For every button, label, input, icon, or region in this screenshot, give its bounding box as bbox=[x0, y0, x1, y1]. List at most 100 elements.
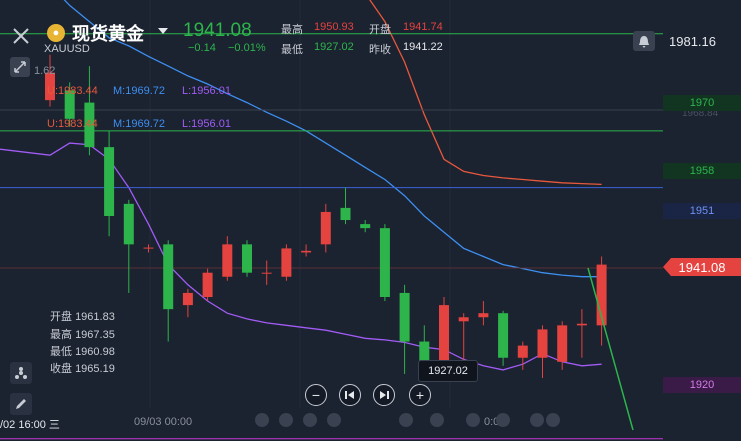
price-change: −0.14 bbox=[188, 42, 216, 54]
candle-body-1 bbox=[64, 90, 75, 119]
candle-10 bbox=[242, 240, 252, 277]
candle-body-18 bbox=[399, 292, 410, 342]
draw-tool-button[interactable] bbox=[10, 393, 32, 415]
level-tag-1951[interactable]: 1951 bbox=[663, 203, 741, 219]
open-value: 1941.74 bbox=[403, 21, 443, 33]
upper-band-line bbox=[369, 0, 602, 186]
candle-5 bbox=[143, 244, 154, 253]
candle-4 bbox=[123, 199, 134, 293]
period-dot-7[interactable] bbox=[496, 413, 510, 427]
alert-price: 1981.16 bbox=[669, 34, 716, 49]
scroll-left-button[interactable] bbox=[339, 384, 361, 406]
candle-body-2 bbox=[84, 102, 95, 148]
upper-band-label: U:1983.44 bbox=[47, 85, 98, 97]
period-dot-2[interactable] bbox=[303, 413, 317, 427]
min-price-tooltip: 1927.02 bbox=[418, 360, 478, 382]
axis-top-tick: 1.62 bbox=[34, 65, 56, 77]
middle-band-label: M:1969.72 bbox=[113, 85, 165, 97]
level-tag-1970[interactable]: 1970 bbox=[663, 95, 741, 111]
level-tag-1958[interactable]: 1958 bbox=[663, 163, 741, 179]
price-alert-button[interactable] bbox=[633, 31, 655, 51]
grid bbox=[149, 0, 451, 408]
candle-7 bbox=[182, 288, 193, 318]
candle-16 bbox=[360, 220, 371, 233]
candle-17 bbox=[379, 224, 390, 302]
period-dot-3[interactable] bbox=[327, 413, 341, 427]
candle-body-7 bbox=[182, 292, 193, 306]
candle-body-28 bbox=[596, 264, 607, 326]
expand-icon bbox=[14, 61, 26, 73]
skip-forward-icon bbox=[380, 391, 389, 399]
candle-body-23 bbox=[498, 313, 509, 358]
candle-body-20 bbox=[439, 305, 449, 362]
bollinger-bands bbox=[0, 0, 602, 371]
ghost-axis-value: 1968.84 bbox=[682, 108, 719, 119]
low-label: 最低 bbox=[281, 44, 303, 56]
candles bbox=[45, 54, 607, 383]
period-dot-0[interactable] bbox=[255, 413, 269, 427]
candle-body-21 bbox=[458, 317, 469, 322]
period-dot-6[interactable] bbox=[466, 413, 480, 427]
candle-body-6 bbox=[163, 244, 174, 310]
dots-tool-icon bbox=[15, 367, 27, 379]
period-dot-4[interactable] bbox=[399, 413, 413, 427]
candle-26 bbox=[557, 321, 568, 370]
symbol-name[interactable]: 现货黄金 bbox=[72, 24, 144, 44]
skip-back-icon bbox=[345, 391, 354, 399]
candle-15 bbox=[340, 187, 351, 225]
candle-body-11 bbox=[261, 272, 272, 274]
candle-18 bbox=[399, 284, 410, 374]
high-label: 最高 bbox=[281, 24, 303, 36]
candle-body-4 bbox=[123, 203, 134, 245]
candle-8 bbox=[202, 268, 213, 302]
candle-body-25 bbox=[537, 329, 548, 358]
candle-3 bbox=[104, 130, 115, 237]
candle-body-15 bbox=[340, 207, 351, 221]
info-high: 最高 1967.35 bbox=[50, 329, 115, 341]
price-levels bbox=[0, 33, 663, 440]
close-button[interactable] bbox=[9, 24, 33, 48]
candle-24 bbox=[517, 341, 528, 370]
bell-icon bbox=[639, 35, 649, 48]
gold-coin-icon: ● bbox=[47, 24, 65, 42]
indicator-tool-button[interactable] bbox=[10, 362, 32, 384]
zoom-in-button[interactable]: + bbox=[409, 384, 431, 406]
middle-band-line bbox=[63, 0, 602, 278]
time-label-left: /02 16:00 三 bbox=[0, 419, 60, 431]
candle-11 bbox=[261, 260, 272, 285]
period-dot-5[interactable] bbox=[430, 413, 444, 427]
open-label: 开盘 bbox=[369, 24, 391, 36]
high-value: 1950.93 bbox=[314, 21, 354, 33]
info-close: 收盘 1965.19 bbox=[50, 363, 115, 375]
candle-body-22 bbox=[478, 313, 489, 318]
candle-27 bbox=[576, 309, 587, 358]
lower-band-line bbox=[0, 142, 602, 371]
prev-close-label: 昨收 bbox=[369, 44, 391, 56]
candle-body-27 bbox=[576, 323, 587, 326]
level-tag-1920[interactable]: 1920 bbox=[663, 377, 741, 393]
fullscreen-button[interactable] bbox=[10, 57, 30, 77]
period-dot-1[interactable] bbox=[279, 413, 293, 427]
candle-body-0 bbox=[45, 72, 55, 101]
candle-22 bbox=[478, 301, 489, 326]
symbol-dropdown-icon[interactable] bbox=[158, 28, 168, 34]
pencil-icon bbox=[16, 399, 26, 409]
zoom-out-button[interactable]: − bbox=[305, 384, 327, 406]
info-low: 最低 1960.98 bbox=[50, 346, 115, 358]
candle-9 bbox=[222, 236, 233, 281]
scroll-right-button[interactable] bbox=[373, 384, 395, 406]
candle-23 bbox=[498, 310, 509, 366]
candle-body-13 bbox=[301, 250, 312, 253]
prev-close-value: 1941.22 bbox=[403, 41, 443, 53]
low-value: 1927.02 bbox=[314, 41, 354, 53]
candle-body-16 bbox=[360, 224, 371, 229]
candle-20 bbox=[439, 296, 449, 366]
candle-25 bbox=[537, 325, 548, 378]
period-dot-8[interactable] bbox=[530, 413, 544, 427]
candle-body-9 bbox=[222, 244, 233, 277]
candle-body-10 bbox=[242, 244, 252, 273]
candle-body-26 bbox=[557, 325, 568, 362]
candle-body-24 bbox=[517, 345, 528, 358]
period-dot-9[interactable] bbox=[546, 413, 560, 427]
